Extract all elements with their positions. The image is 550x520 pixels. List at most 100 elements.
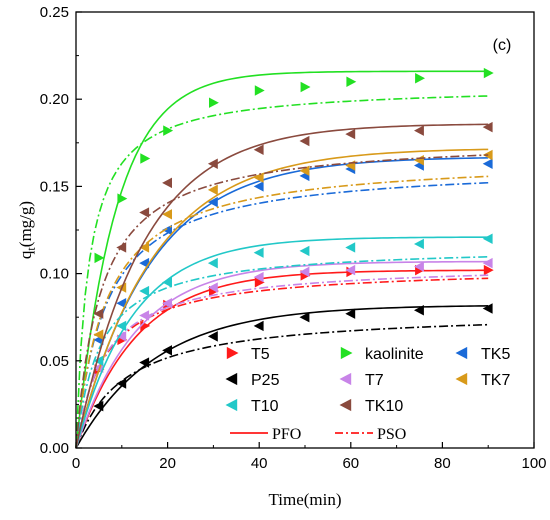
- series-tk7: [75, 148, 493, 449]
- legend-label: T7: [365, 372, 384, 389]
- legend-item-p25: P25: [225, 372, 280, 389]
- y-axis-title-rest: (mg/g): [16, 201, 35, 247]
- pso-fit-line: [75, 95, 489, 449]
- data-point: [253, 144, 264, 156]
- legend-marker: [226, 346, 239, 360]
- legend-label: T5: [251, 346, 270, 363]
- data-point: [299, 266, 310, 278]
- y-axis-title-sub: t: [24, 247, 38, 251]
- legend-marker: [339, 372, 352, 386]
- data-point: [139, 310, 150, 321]
- pso-fit-line: [75, 154, 489, 449]
- data-point: [209, 97, 219, 108]
- pfo-fit-line: [75, 269, 489, 449]
- legend-item-kaolinite: kaolinite: [340, 346, 424, 363]
- pfo-fit-line: [75, 148, 489, 449]
- data-point: [483, 264, 494, 276]
- y-tick-label-5: 0.25: [40, 4, 69, 21]
- x-tick-label-0: 0: [72, 455, 80, 472]
- legend-item-tk10: TK10: [339, 398, 403, 415]
- data-point: [139, 285, 150, 297]
- y-tick-label-3: 0.15: [40, 178, 69, 195]
- svg-text:qt(mg/g): qt(mg/g): [16, 201, 38, 259]
- series-t10: [75, 233, 493, 449]
- data-point: [117, 193, 128, 204]
- legend-label: P25: [251, 372, 280, 389]
- data-point: [483, 67, 494, 79]
- pfo-fit-line: [75, 260, 489, 449]
- legend-label: TK5: [481, 346, 510, 363]
- ticks-layer: 0 20 40 60 80 100 0.00 0.05 0.10 0.15 0.20 0.25: [40, 4, 547, 472]
- data-point: [140, 153, 151, 164]
- data-point: [207, 331, 218, 342]
- data-point: [254, 85, 265, 96]
- series-layer: [75, 67, 494, 449]
- legend-label: T10: [251, 398, 279, 415]
- data-point: [162, 177, 172, 189]
- data-point: [482, 121, 493, 133]
- data-point: [93, 355, 104, 367]
- data-point: [116, 320, 127, 332]
- pso-fit-line: [75, 181, 489, 449]
- data-point: [162, 277, 172, 288]
- legend-item-tk5: TK5: [455, 346, 510, 363]
- data-point: [207, 158, 218, 169]
- legend-marker: [455, 346, 468, 360]
- data-point: [414, 261, 424, 272]
- data-point: [162, 345, 172, 356]
- pfo-fit-line: [75, 157, 489, 449]
- series-t7: [75, 257, 493, 449]
- series-p25: [75, 303, 493, 449]
- y-tick-label-0: 0.00: [40, 440, 69, 457]
- data-point: [162, 209, 172, 220]
- legend-marker: [339, 398, 352, 412]
- data-point: [93, 308, 104, 319]
- panel-label: (c): [493, 37, 512, 54]
- pfo-fit-line: [75, 123, 489, 449]
- data-point: [482, 303, 493, 314]
- data-point: [93, 329, 104, 340]
- data-point: [482, 158, 493, 169]
- data-point: [162, 298, 172, 309]
- data-point: [253, 247, 264, 258]
- data-point: [162, 224, 172, 236]
- legend-marker: [455, 372, 468, 386]
- data-point: [207, 257, 218, 269]
- data-point: [299, 245, 310, 257]
- y-axis-title-main: q: [16, 250, 35, 259]
- data-point: [482, 257, 493, 269]
- pfo-fit-line: [75, 70, 489, 449]
- data-point: [116, 242, 127, 253]
- data-point: [345, 128, 356, 140]
- legend-marker: [225, 372, 238, 386]
- x-tick-label-4: 80: [434, 455, 451, 472]
- data-point: [345, 264, 356, 276]
- pso-fit-line: [75, 256, 489, 449]
- legend-item-tk7: TK7: [455, 372, 510, 389]
- data-point: [253, 181, 264, 192]
- legend: T5 kaolinite TK5 P25 T7 TK7 T10 TK10 PFO PSO: [225, 346, 510, 443]
- data-point: [253, 271, 264, 283]
- legend-label: TK10: [365, 398, 403, 415]
- pso-fit-line: [75, 274, 489, 449]
- data-point: [482, 233, 493, 244]
- data-point: [299, 311, 310, 323]
- x-tick-label-5: 100: [521, 455, 546, 472]
- series-tk5: [75, 157, 493, 449]
- legend-label: kaolinite: [365, 346, 424, 363]
- x-axis-title: Time(min): [268, 490, 341, 509]
- data-point: [207, 196, 218, 208]
- legend-item-pso: PSO: [335, 426, 406, 443]
- data-point: [207, 282, 218, 293]
- y-tick-label-4: 0.20: [40, 91, 69, 108]
- data-point: [414, 304, 424, 316]
- pso-fit-line: [75, 323, 489, 449]
- legend-label: TK7: [481, 372, 510, 389]
- data-point: [345, 242, 356, 253]
- data-point: [116, 331, 127, 342]
- data-point: [139, 242, 150, 253]
- pso-fit-line: [75, 277, 489, 449]
- data-point: [414, 125, 424, 136]
- data-point: [345, 308, 356, 319]
